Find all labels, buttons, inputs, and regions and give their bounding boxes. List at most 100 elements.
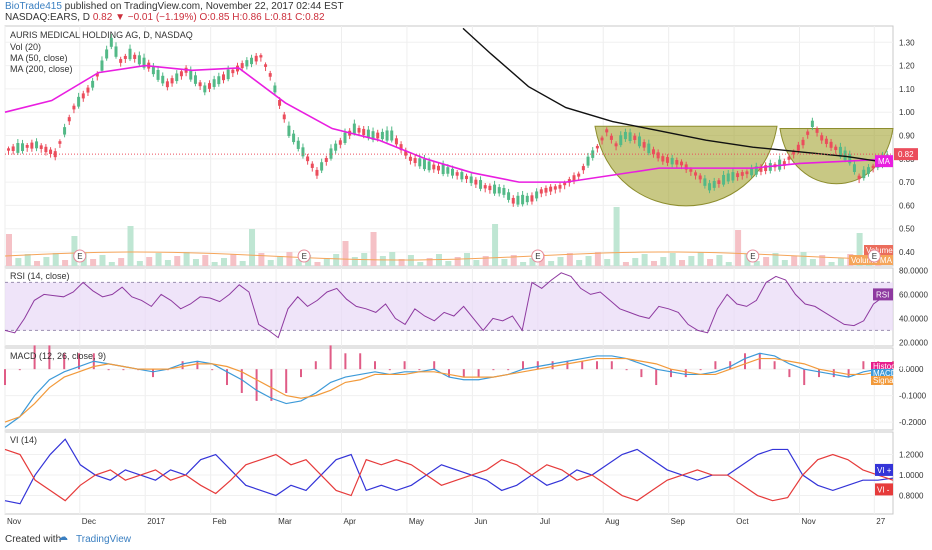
macd-histogram-bar <box>270 369 273 401</box>
candle-body <box>264 64 268 67</box>
x-tick-label: 27 <box>876 517 885 526</box>
macd-histogram-bar <box>536 361 539 370</box>
candle-body <box>745 171 749 175</box>
candle-body <box>268 73 272 77</box>
volume-bar <box>725 262 732 266</box>
candle-body <box>240 63 244 69</box>
volume-bar <box>763 257 770 266</box>
author-link[interactable]: BioTrade415 <box>5 1 62 12</box>
candle-body <box>357 127 361 133</box>
candle-body <box>796 144 800 151</box>
volume-bar <box>650 261 657 266</box>
earnings-marker[interactable]: E <box>531 249 545 263</box>
candle-body <box>427 161 431 171</box>
x-tick-label: Aug <box>605 517 619 526</box>
candle-body <box>259 55 263 58</box>
macd-histogram-bar <box>4 369 6 386</box>
volume-bar <box>342 241 349 266</box>
earnings-marker[interactable]: E <box>73 249 87 263</box>
footer: Created with ☁ TradingView <box>0 528 932 550</box>
macd-histogram-bar <box>403 361 406 370</box>
vi-minus-tag-text: VI - <box>877 485 890 494</box>
candle-body <box>521 194 525 205</box>
volume-bar <box>333 254 340 266</box>
ma-tag <box>875 155 893 168</box>
candle-body <box>245 60 249 67</box>
volume-bar <box>351 257 358 266</box>
chart-area[interactable]: Nov Dec 2017 Feb Mar Apr May Jun Jul Aug Sep Oct Nov… <box>0 24 932 528</box>
symbol-line: NASDAQ:EARS, D 0.82 ▼ −0.01 (−1.19%) O:0… <box>5 12 325 23</box>
rsi-band <box>5 282 893 331</box>
candle-body <box>179 71 183 77</box>
candle-body <box>446 167 450 174</box>
candle-body <box>581 166 585 171</box>
candle-body <box>25 144 29 148</box>
volume-bar <box>174 256 181 266</box>
candle-body <box>703 178 707 186</box>
earnings-circle[interactable] <box>297 249 311 263</box>
candle-body <box>558 184 562 189</box>
macd-histogram-bar <box>211 369 214 371</box>
publish-line: BioTrade415 published on TradingView.com… <box>5 1 344 12</box>
candle-body <box>310 163 314 168</box>
ohlc-values: O:0.85 H:0.86 L:0.81 C:0.82 <box>199 12 325 23</box>
candle-body <box>815 128 819 133</box>
volume-bar <box>146 257 153 266</box>
volume-bar <box>716 255 723 266</box>
volume-bar <box>510 255 517 266</box>
candle-body <box>49 149 53 155</box>
macd-histogram-bar <box>714 361 717 370</box>
candle-body <box>30 142 34 149</box>
candle-body <box>530 195 534 202</box>
ma-50-line <box>4 64 894 183</box>
earnings-circle[interactable] <box>867 249 881 263</box>
y-tick-label: 1.00 <box>899 108 915 117</box>
earnings-marker[interactable]: E <box>746 249 760 263</box>
volume-bar <box>688 256 695 266</box>
candle-body <box>441 164 445 175</box>
macd-histogram-bar <box>773 361 776 370</box>
volume-bar <box>52 253 59 266</box>
volume-bar <box>398 259 405 266</box>
y-tick-label: -0.2000 <box>899 418 927 427</box>
brand-link[interactable]: TradingView <box>76 534 132 545</box>
candle-body <box>320 162 324 171</box>
macd-histogram-bar <box>507 369 510 371</box>
y-tick-label: 1.0000 <box>899 471 924 480</box>
candle-body <box>483 185 487 189</box>
candle-body <box>11 146 15 151</box>
macd-histogram-bar <box>625 369 628 371</box>
macd-histogram-bar <box>788 369 791 378</box>
earnings-circle[interactable] <box>746 249 760 263</box>
volume-bar <box>604 259 611 266</box>
candle-body <box>553 186 557 190</box>
macd-histogram-bar <box>300 369 302 378</box>
vi-pane-title: VI (14) <box>10 435 37 445</box>
candle-body <box>413 158 417 164</box>
earnings-circle[interactable] <box>73 249 87 263</box>
candle-body <box>296 140 300 149</box>
x-tick-label: Sep <box>671 517 686 526</box>
y-tick-label: 1.30 <box>899 38 915 47</box>
candle-body <box>324 157 328 162</box>
volume-bar <box>211 262 218 266</box>
candle-body <box>525 195 529 203</box>
macd-histogram-bar <box>462 369 465 378</box>
candle-body <box>226 69 230 80</box>
vi-minus-tag <box>875 483 893 496</box>
candle-body <box>871 165 875 169</box>
earnings-circle[interactable] <box>531 249 545 263</box>
candle-body <box>689 169 693 172</box>
candle-body <box>572 175 576 181</box>
volume-bar <box>501 259 508 266</box>
candle-body <box>436 165 440 171</box>
candle-body <box>287 125 291 137</box>
candle-body <box>128 48 132 60</box>
volume-bar <box>529 258 536 266</box>
candle-body <box>343 132 347 144</box>
candle-body <box>53 151 57 158</box>
volume-bar <box>772 253 779 266</box>
earnings-marker[interactable]: E <box>297 249 311 263</box>
earnings-marker[interactable]: E <box>867 249 881 263</box>
volume-bar <box>62 260 69 266</box>
